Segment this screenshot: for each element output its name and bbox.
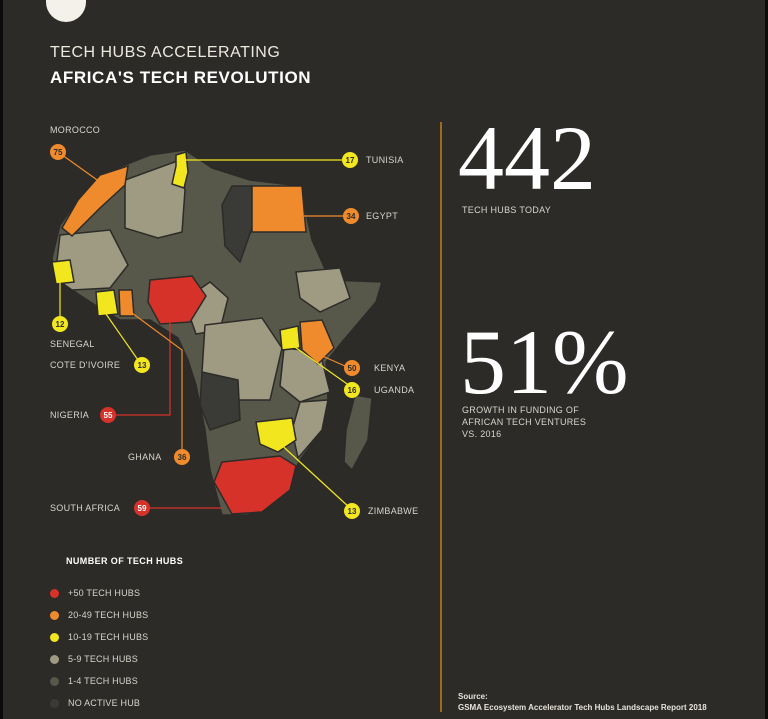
country-count: 16: [348, 386, 357, 395]
country-label: SOUTH AFRICA: [50, 503, 120, 513]
country-count: 50: [348, 364, 357, 373]
country-count: 75: [54, 148, 63, 157]
country-badge: [52, 316, 68, 332]
region-madagascar: [343, 394, 373, 472]
legend-swatch: [50, 588, 59, 598]
country-badge: [174, 449, 190, 465]
country-badge: [134, 357, 150, 373]
country-kenya: 50 KENYA: [344, 360, 405, 376]
country-count: 59: [138, 504, 147, 513]
hubs-caption: TECH HUBS TODAY: [462, 205, 552, 215]
growth-caption-3: VS. 2016: [462, 429, 502, 439]
source-label: Source:: [458, 692, 488, 701]
connector-ghana: [127, 309, 183, 450]
legend-swatch: [50, 632, 59, 642]
legend-swatch: [50, 654, 59, 664]
country-south-africa: SOUTH AFRICA 59: [50, 500, 150, 516]
legend-item: +50 TECH HUBS: [50, 586, 140, 600]
region-mozambique: [291, 399, 329, 460]
country-ghana: GHANA 36: [128, 449, 190, 465]
country-label: TUNISIA: [366, 155, 404, 165]
growth-caption-2: AFRICAN TECH VENTURES: [462, 417, 587, 427]
country-zimbabwe: 13 ZIMBABWE: [344, 503, 418, 519]
region-egypt: [251, 185, 307, 233]
region-senegal: [51, 259, 75, 285]
connector-morocco: [57, 151, 101, 183]
country-label: MOROCCO: [50, 125, 100, 135]
country-morocco: MOROCCO 75: [50, 125, 100, 160]
country-badge: [344, 382, 360, 398]
country-count: 17: [346, 156, 355, 165]
growth-percent: 51%: [460, 311, 629, 413]
legend-item: 1-4 TECH HUBS: [50, 674, 138, 688]
source-text: GSMA Ecosystem Accelerator Tech Hubs Lan…: [458, 703, 707, 712]
country-count: 55: [104, 411, 113, 420]
legend-item: 20-49 TECH HUBS: [50, 608, 148, 622]
country-badge: [50, 144, 66, 160]
legend-swatch: [50, 610, 59, 620]
country-label: SENEGAL: [50, 339, 95, 349]
country-label: KENYA: [374, 363, 405, 373]
region-ghana: [118, 289, 135, 317]
hubs-count: 442: [458, 107, 596, 209]
connector-nigeria: [116, 320, 171, 416]
legend-item: NO ACTIVE HUB: [50, 696, 140, 710]
country-badge: [342, 152, 358, 168]
connector-kenya: [319, 354, 346, 367]
country-count: 12: [56, 320, 65, 329]
region-nigeria: [147, 275, 207, 325]
legend-label: NO ACTIVE HUB: [68, 698, 141, 708]
region-kenya: [299, 319, 335, 366]
country-badge: [344, 503, 360, 519]
legend-label: 20-49 TECH HUBS: [68, 610, 149, 620]
region-cote-divoire: [95, 289, 119, 317]
country-label: NIGERIA: [50, 410, 89, 420]
country-senegal: 12 SENEGAL: [50, 316, 95, 349]
country-cote-divoire: COTE D'IVOIRE 13: [50, 357, 150, 373]
legend-swatch: [50, 698, 59, 708]
country-label: ZIMBABWE: [368, 506, 418, 516]
country-count: 13: [138, 361, 147, 370]
legend-title: NUMBER OF TECH HUBS: [66, 556, 184, 566]
country-label: GHANA: [128, 452, 162, 462]
region-south-africa: [213, 455, 297, 515]
country-badge: [100, 407, 116, 423]
growth-caption-1: GROWTH IN FUNDING OF: [462, 405, 579, 415]
region-morocco: [61, 164, 129, 238]
region-tunisia: [171, 151, 189, 189]
legend-swatch: [50, 676, 59, 686]
logo: [46, 0, 86, 22]
country-badge: [134, 500, 150, 516]
country-label: COTE D'IVOIRE: [50, 360, 120, 370]
vertical-divider: [440, 122, 442, 712]
country-badge: [344, 360, 360, 376]
infographic-frame: [3, 0, 765, 719]
legend-label: 10-19 TECH HUBS: [68, 632, 149, 642]
country-tunisia: 17 TUNISIA: [342, 152, 404, 168]
connector-cote-divoire: [105, 313, 139, 361]
region-ethiopia: [295, 267, 351, 313]
legend-item: 10-19 TECH HUBS: [50, 630, 148, 644]
country-nigeria: NIGERIA 55: [50, 407, 116, 423]
country-badge: [343, 208, 359, 224]
country-label: UGANDA: [374, 385, 414, 395]
legend-label: 1-4 TECH HUBS: [68, 676, 138, 686]
country-label: EGYPT: [366, 211, 398, 221]
legend-label: 5-9 TECH HUBS: [68, 654, 138, 664]
title-line-2: AFRICA'S TECH REVOLUTION: [50, 68, 312, 87]
country-uganda: 16 UGANDA: [344, 382, 414, 398]
country-egypt: 34 EGYPT: [343, 208, 398, 224]
region-uganda: [279, 325, 301, 351]
legend-item: 5-9 TECH HUBS: [50, 652, 138, 666]
connector-zimbabwe: [275, 439, 351, 509]
legend-label: +50 TECH HUBS: [68, 588, 141, 598]
region-zimbabwe: [255, 417, 297, 453]
title-line-1: TECH HUBS ACCELERATING: [50, 44, 281, 61]
region-angola: [199, 371, 241, 431]
country-count: 13: [348, 507, 357, 516]
connector-uganda: [291, 344, 351, 387]
country-count: 36: [178, 453, 187, 462]
country-count: 34: [347, 212, 356, 221]
